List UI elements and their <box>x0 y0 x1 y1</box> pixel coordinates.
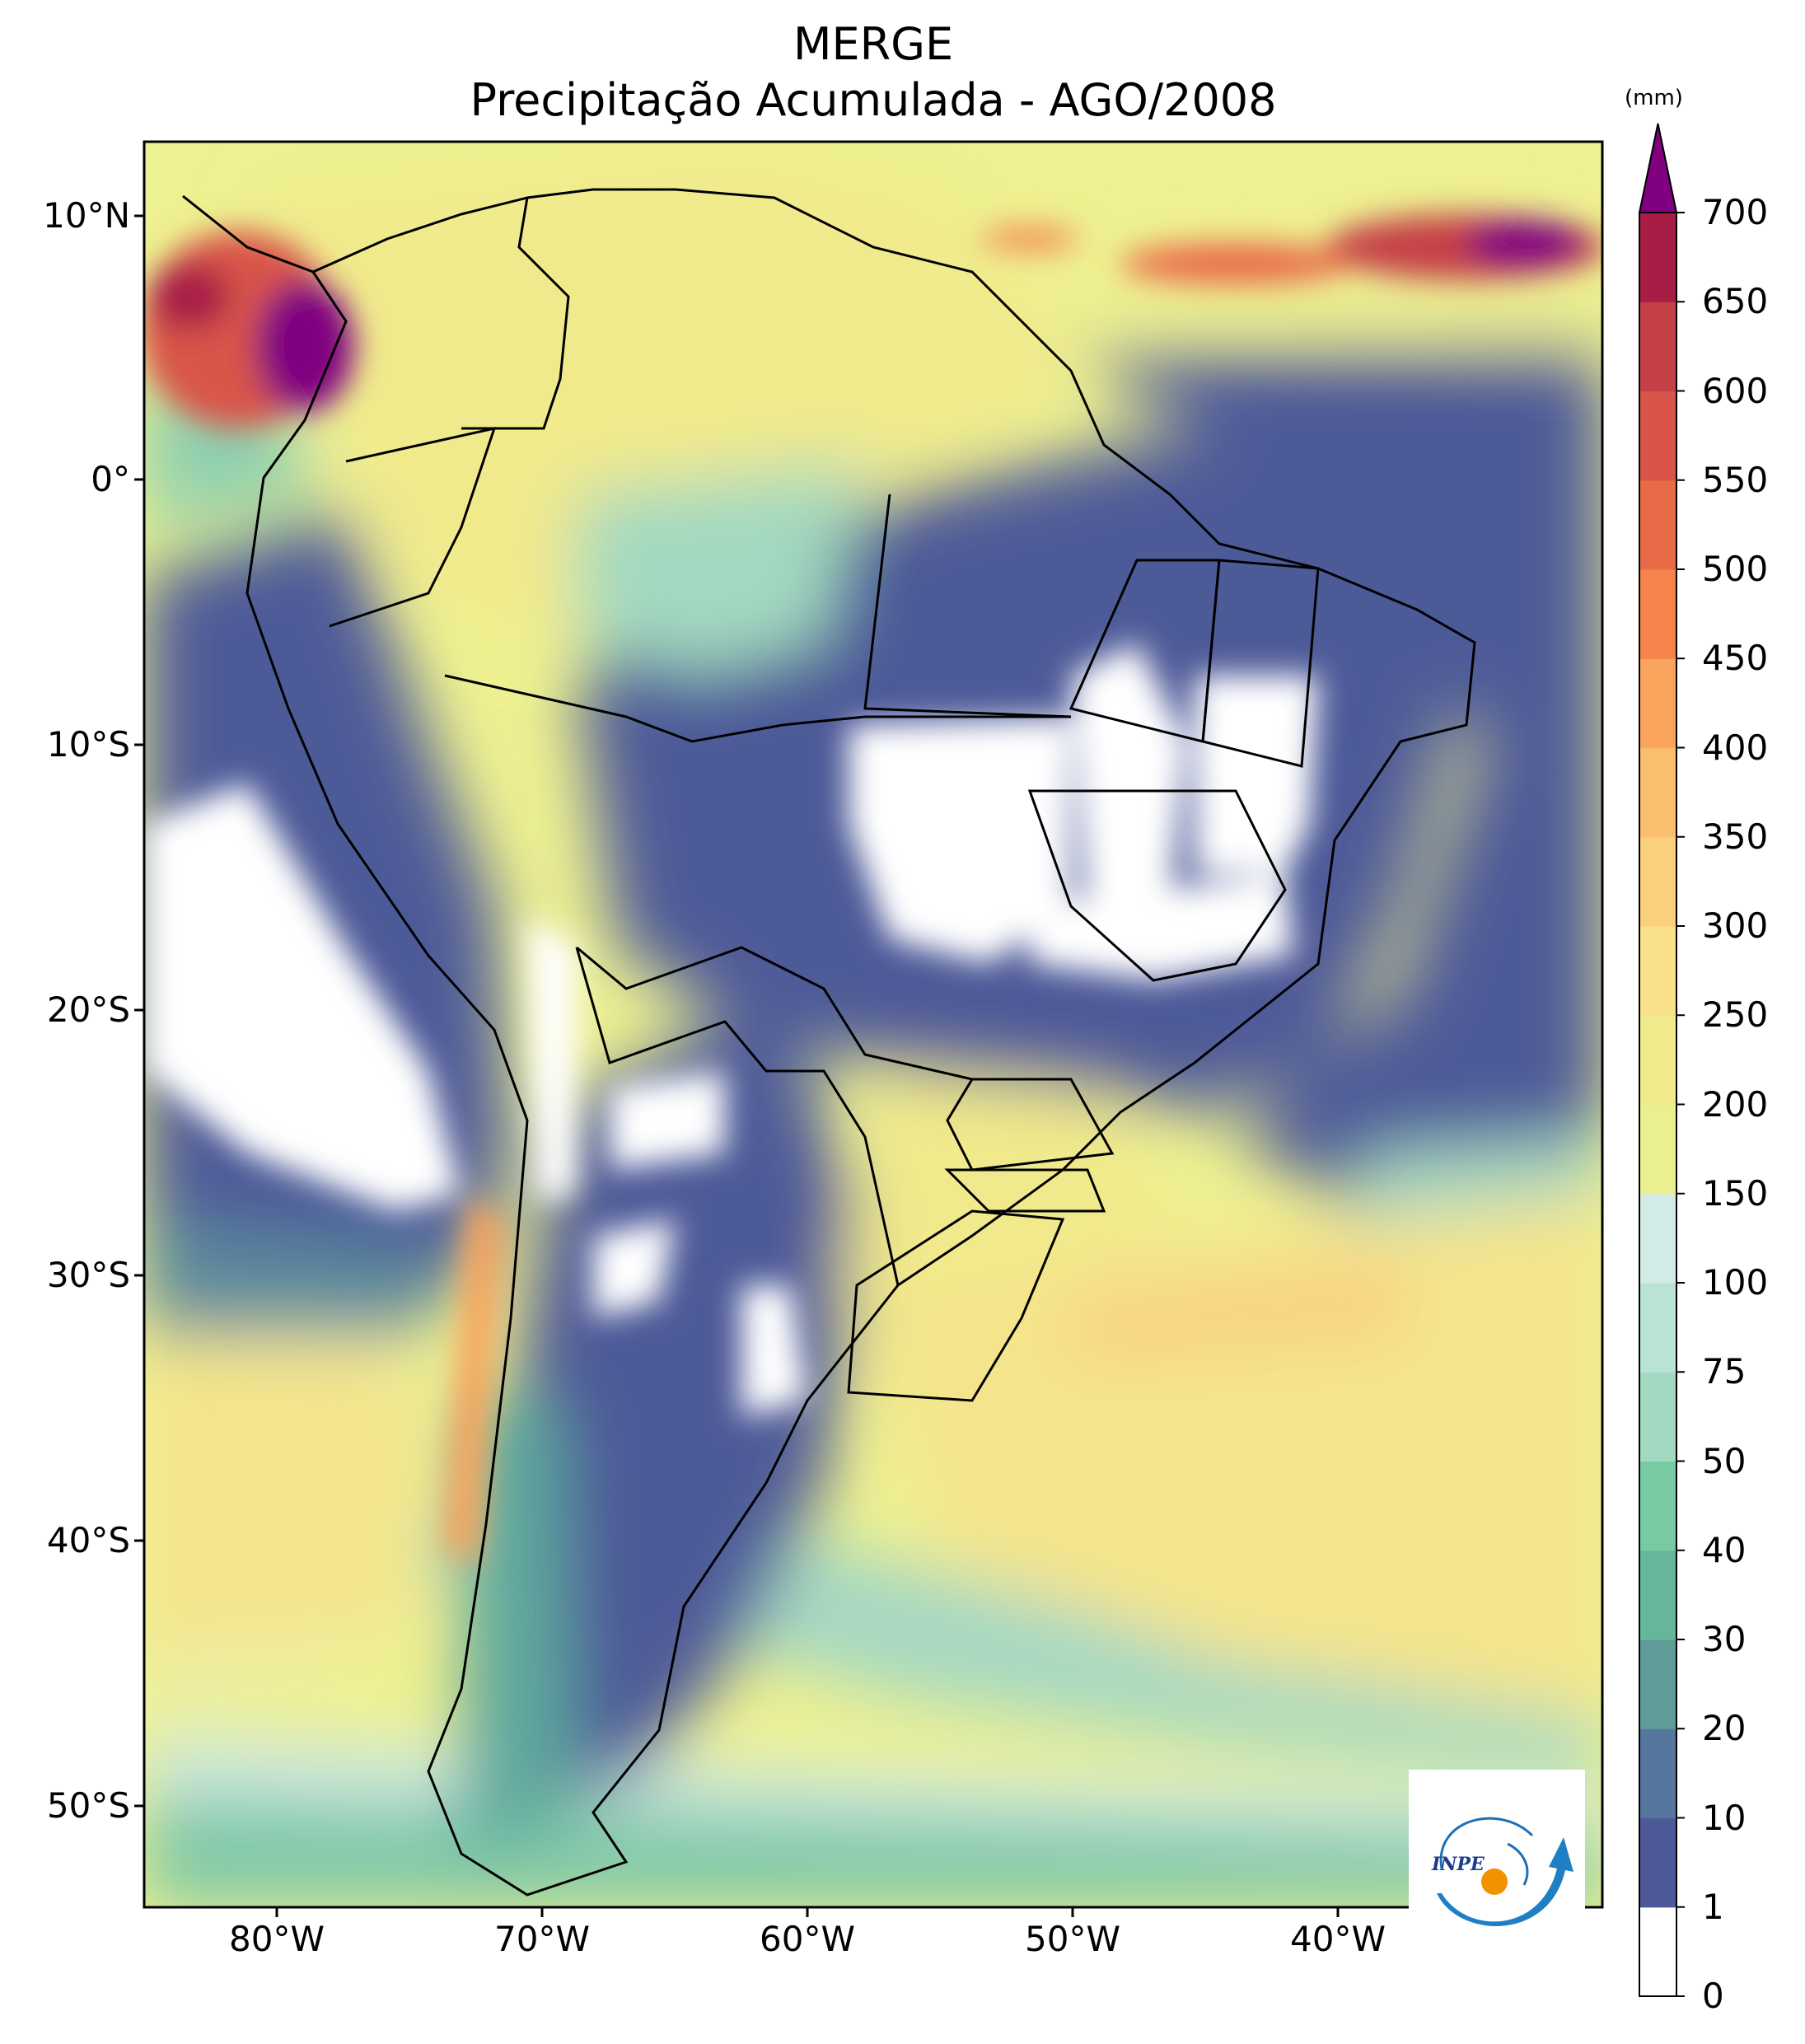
colorbar-tick-label: 300 <box>1702 905 1769 946</box>
colorbar-segment <box>1639 479 1676 570</box>
lat-tick-label: 50°S <box>46 1785 130 1826</box>
colorbar-units: (mm) <box>1625 86 1683 110</box>
lat-tick-label: 30°S <box>46 1255 130 1295</box>
colorbar-segment <box>1639 836 1676 927</box>
colorbar-tick-label: 20 <box>1702 1708 1747 1749</box>
colorbar-tick-label: 600 <box>1702 370 1769 411</box>
colorbar-segment <box>1639 1193 1676 1284</box>
lat-tick-label: 20°S <box>46 989 130 1030</box>
colorbar-tick-label: 400 <box>1702 727 1769 768</box>
lon-tick-label: 40°W <box>1290 1919 1386 1959</box>
colorbar-segment <box>1639 1372 1676 1462</box>
inpe-logo-text: INPE <box>1432 1854 1485 1875</box>
colorbar-segment <box>1639 1461 1676 1551</box>
colorbar-segment <box>1639 1639 1676 1729</box>
colorbar-tick-label: 40 <box>1702 1529 1747 1570</box>
colorbar-tick-label: 150 <box>1702 1172 1769 1214</box>
colorbar-tick-label: 0 <box>1702 1976 1724 2016</box>
colorbar-segment <box>1639 1104 1676 1195</box>
colorbar-tick-label: 100 <box>1702 1262 1769 1303</box>
colorbar-tick-label: 10 <box>1702 1797 1747 1838</box>
map-frame <box>143 140 1604 1909</box>
chart-subtitle: Precipitação Acumulada - AGO/2008 <box>470 74 1277 126</box>
coastline-borders <box>182 188 1476 1897</box>
colorbar-segment <box>1639 926 1676 1016</box>
colorbar-tick-label: 50 <box>1702 1440 1747 1481</box>
colorbar-segment <box>1639 391 1676 481</box>
precipitation-field <box>144 142 1602 1907</box>
colorbar-tick-label: 650 <box>1702 281 1769 322</box>
colorbar-tick-label: 700 <box>1702 192 1769 232</box>
colorbar-tick-label: 250 <box>1702 994 1769 1036</box>
lat-tick-label: 10°S <box>46 724 130 765</box>
colorbar-segment <box>1639 1283 1676 1373</box>
lon-tick-label: 50°W <box>1025 1919 1120 1959</box>
colorbar-segment <box>1639 1728 1676 1819</box>
chart-title: MERGE <box>793 18 954 70</box>
colorbar-segment <box>1639 1550 1676 1640</box>
colorbar <box>1638 123 1685 1997</box>
colorbar-tick-label: 75 <box>1702 1351 1747 1392</box>
colorbar-segment <box>1639 213 1676 302</box>
colorbar-segment <box>1639 302 1676 392</box>
colorbar-segment <box>1639 747 1676 838</box>
axis-ticks <box>134 214 1340 1917</box>
colorbar-tick-label: 350 <box>1702 816 1769 857</box>
colorbar-segment <box>1639 1015 1676 1106</box>
lon-tick-label: 60°W <box>760 1919 855 1959</box>
lat-tick-label: 0° <box>91 459 130 499</box>
colorbar-tick-label: 450 <box>1702 638 1769 679</box>
lat-tick-label: 10°N <box>43 195 130 236</box>
colorbar-tick-label: 550 <box>1702 459 1769 500</box>
inpe-logo-icon <box>1437 1817 1574 1926</box>
colorbar-extend-arrow <box>1638 123 1678 213</box>
colorbar-segment <box>1639 1906 1676 1997</box>
lat-tick-label: 40°S <box>46 1520 130 1560</box>
colorbar-segment <box>1639 1817 1676 1908</box>
colorbar-tick-label: 500 <box>1702 549 1769 589</box>
colorbar-segment <box>1639 569 1676 659</box>
colorbar-tick-label: 30 <box>1702 1619 1747 1659</box>
lon-tick-label: 80°W <box>229 1919 325 1959</box>
lon-tick-label: 70°W <box>494 1919 590 1959</box>
colorbar-tick-label: 1 <box>1702 1886 1724 1927</box>
inpe-logo: INPE <box>1409 1770 1585 1944</box>
colorbar-tick-label: 200 <box>1702 1083 1769 1125</box>
colorbar-segment <box>1639 658 1676 749</box>
